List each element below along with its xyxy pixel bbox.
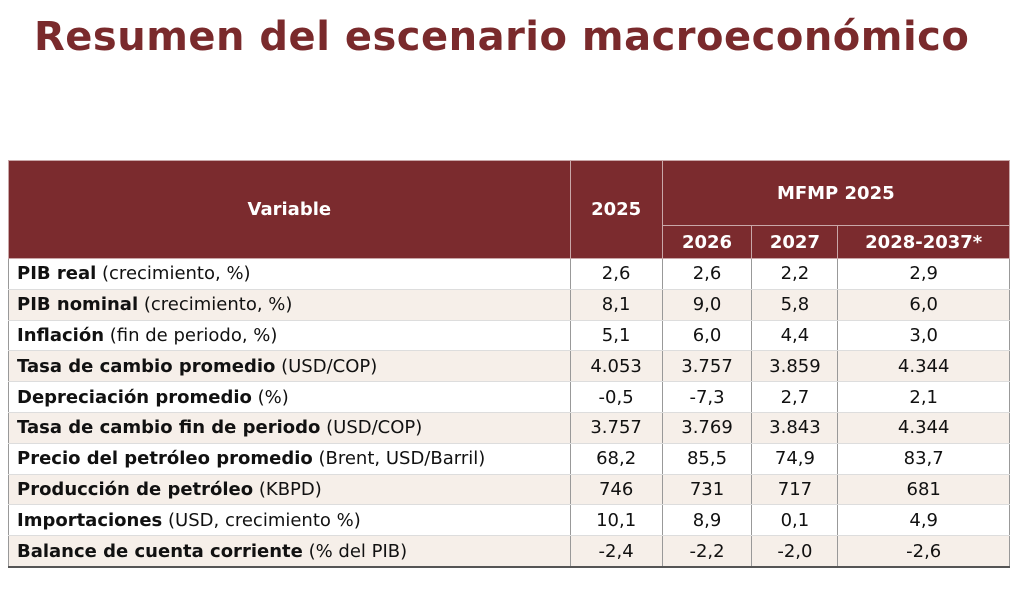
column-header: 2025 (569, 160, 663, 259)
value-cell: 2,2 (751, 258, 839, 290)
value-cell: 4.053 (569, 350, 663, 383)
value-cell: 10,1 (569, 504, 663, 537)
variable-unit: (% del PIB) (308, 540, 408, 562)
value-cell: 83,7 (837, 443, 1010, 475)
value-cell: 3.859 (751, 350, 839, 383)
value-cell: 746 (569, 474, 663, 506)
variable-unit: (fin de periodo, %) (109, 324, 278, 346)
column-header: 2028-2037* (837, 225, 1010, 259)
row-label: Balance de cuenta corriente (% del PIB) (8, 535, 571, 568)
page-title: Resumen del escenario macroeconómico (34, 14, 970, 60)
value-cell: 85,5 (661, 443, 753, 475)
value-cell: 6,0 (661, 320, 753, 352)
variable-unit: (USD/COP) (281, 355, 378, 377)
value-cell: 3.757 (661, 350, 753, 383)
variable-name: Tasa de cambio promedio (17, 355, 276, 377)
row-label: Tasa de cambio fin de periodo (USD/COP) (8, 412, 571, 444)
value-cell: 717 (751, 474, 839, 506)
value-cell: 6,0 (837, 289, 1010, 321)
value-cell: 0,1 (751, 504, 839, 537)
group-header: MFMP 2025 (661, 160, 1011, 226)
value-cell: -2,4 (569, 535, 663, 568)
value-cell: 8,1 (569, 289, 663, 321)
variable-name: Precio del petróleo promedio (17, 448, 313, 470)
column-header: 2027 (751, 225, 839, 259)
row-label: Tasa de cambio promedio (USD/COP) (8, 350, 571, 383)
variable-unit: (%) (257, 386, 289, 408)
value-cell: 5,1 (569, 320, 663, 352)
value-cell: -7,3 (661, 381, 753, 413)
table-row: Importaciones (USD, crecimiento %) 10,1 8,… (8, 504, 1010, 537)
value-cell: 4,4 (751, 320, 839, 352)
value-cell: 74,9 (751, 443, 839, 475)
variable-name: Producción de petróleo (17, 478, 254, 500)
row-label: PIB nominal (crecimiento, %) (8, 289, 571, 321)
value-cell: 3.769 (661, 412, 753, 444)
variable-unit: (crecimiento, %) (102, 263, 251, 285)
row-label: Importaciones (USD, crecimiento %) (8, 504, 571, 537)
value-cell: 4,9 (837, 504, 1010, 537)
value-cell: 2,6 (661, 258, 753, 290)
value-cell: 3.843 (751, 412, 839, 444)
variable-name: Balance de cuenta corriente (17, 540, 303, 562)
value-cell: 2,9 (837, 258, 1010, 290)
row-label: Producción de petróleo (KBPD) (8, 474, 571, 506)
table-row: Inflación (fin de periodo, %) 5,1 6,0 4,4 3,… (8, 320, 1010, 352)
column-header: Variable (8, 160, 571, 259)
variable-unit: (USD, crecimiento %) (168, 509, 361, 531)
table-row: PIB real (crecimiento, %) 2,6 2,6 2,2 2,9 (8, 258, 1010, 290)
value-cell: 681 (837, 474, 1010, 506)
data-table: Variable 2025 MFMP 2025 2026 2027 2028-2… (8, 160, 1011, 568)
table-row: Precio del petróleo promedio (Brent, USD… (8, 443, 1010, 475)
table-row: Depreciación promedio (%) -0,5 -7,3 2,7 2,1 (8, 381, 1010, 413)
table-row: PIB nominal (crecimiento, %) 8,1 9,0 5,8 6,0 (8, 289, 1010, 321)
table-row: Balance de cuenta corriente (% del PIB) -… (8, 535, 1010, 568)
value-cell: 4.344 (837, 350, 1010, 383)
variable-unit: (KBPD) (258, 478, 322, 500)
value-cell: -2,2 (661, 535, 753, 568)
variable-name: PIB real (17, 263, 97, 285)
value-cell: 3,0 (837, 320, 1010, 352)
value-cell: -2,6 (837, 535, 1010, 568)
value-cell: 3.757 (569, 412, 663, 444)
variable-name: PIB nominal (17, 294, 139, 316)
row-label: Inflación (fin de periodo, %) (8, 320, 571, 352)
value-cell: 731 (661, 474, 753, 506)
value-cell: 2,1 (837, 381, 1010, 413)
row-label: PIB real (crecimiento, %) (8, 258, 571, 290)
variable-unit: (Brent, USD/Barril) (318, 448, 486, 470)
row-label: Precio del petróleo promedio (Brent, USD… (8, 443, 571, 475)
value-cell: -2,0 (751, 535, 839, 568)
value-cell: 8,9 (661, 504, 753, 537)
value-cell: 9,0 (661, 289, 753, 321)
value-cell: -0,5 (569, 381, 663, 413)
variable-name: Importaciones (17, 509, 163, 531)
table-row: Tasa de cambio promedio (USD/COP) 4.053 3.… (8, 350, 1010, 383)
variable-unit: (USD/COP) (326, 417, 423, 439)
variable-unit: (crecimiento, %) (143, 294, 293, 316)
table-row: Tasa de cambio fin de periodo (USD/COP) 3… (8, 412, 1010, 444)
value-cell: 2,6 (569, 258, 663, 290)
variable-name: Tasa de cambio fin de periodo (17, 417, 321, 439)
value-cell: 5,8 (751, 289, 839, 321)
table-row: Producción de petróleo (KBPD) 746 731 717 68… (8, 474, 1010, 506)
row-label: Depreciación promedio (%) (8, 381, 571, 413)
value-cell: 4.344 (837, 412, 1010, 444)
variable-name: Depreciación promedio (17, 386, 252, 408)
variable-name: Inflación (17, 324, 105, 346)
column-header: 2026 (661, 225, 753, 259)
value-cell: 2,7 (751, 381, 839, 413)
value-cell: 68,2 (569, 443, 663, 475)
